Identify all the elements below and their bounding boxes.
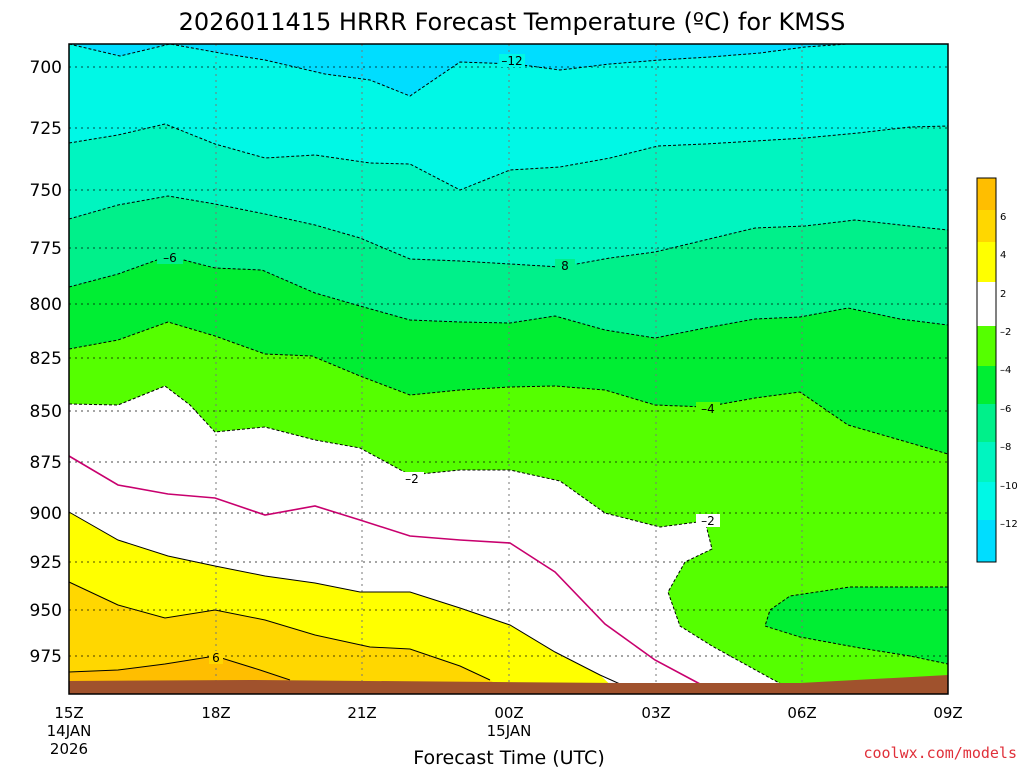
contour-label: –2 (405, 472, 419, 486)
colorbar-swatch (977, 326, 996, 366)
contour-label: 6 (212, 651, 220, 665)
positive-isotherms (68, 511, 621, 685)
isotherm-4 (68, 581, 491, 681)
plot-frame (68, 43, 949, 695)
isotherm-minus-8 (68, 195, 949, 268)
colorbar-label: –10 (1000, 481, 1018, 492)
colorbar-swatch (977, 520, 996, 562)
contour-label: –12 (501, 54, 522, 68)
isotherm-6 (68, 655, 291, 681)
colorbar-swatch (977, 442, 996, 482)
x-tick-year: 2026 (50, 740, 88, 758)
isotherm-zero (68, 455, 701, 685)
colorbar-label: 6 (1000, 212, 1006, 223)
y-tick-label: 750 (30, 181, 62, 201)
credit-link[interactable]: coolwx.com/models (863, 744, 1017, 762)
x-tick-date: 14JAN (47, 722, 92, 740)
colorbar-label: –6 (1000, 404, 1011, 415)
y-axis: 700 725 750 775 800 825 850 875 900 925 … (30, 58, 62, 667)
colorbar-frame (976, 177, 997, 563)
isotherm-minus-12 (68, 43, 849, 97)
colorbar-label: –12 (1000, 519, 1018, 530)
x-tick-label: 06Z (787, 704, 816, 722)
x-tick-label: 09Z (933, 704, 962, 722)
contour-label: –6 (163, 251, 177, 265)
colorbar-swatch (977, 366, 996, 404)
x-tick-date: 15JAN (487, 722, 532, 740)
y-tick-label: 975 (30, 647, 62, 667)
y-tick-label: 700 (30, 58, 62, 78)
isotherm-2 (68, 511, 621, 685)
colorbar-label: –2 (1000, 327, 1011, 338)
terrain (69, 675, 948, 694)
isotherm-minus-2 (68, 385, 801, 695)
y-tick-label: 800 (30, 295, 62, 315)
y-tick-label: 825 (30, 349, 62, 369)
colorbar-label: –4 (1000, 365, 1011, 376)
colorbar-swatch (977, 178, 996, 210)
isotherm-minus-6-pocket (764, 586, 949, 665)
x-tick-label: 15Z (54, 704, 83, 722)
x-axis: 15Z 14JAN 2026 18Z 21Z 00Z 15JAN 03Z 06Z… (47, 704, 963, 758)
colorbar-swatch (977, 242, 996, 282)
y-tick-label: 850 (30, 402, 62, 422)
contour-label: 8 (561, 259, 569, 273)
contour-label: –4 (701, 402, 715, 416)
colorbar-label: 4 (1000, 250, 1006, 261)
colorbar-swatch (977, 482, 996, 520)
vertical-grid (215, 44, 803, 694)
colorbar-label: 2 (1000, 289, 1006, 300)
y-tick-label: 900 (30, 504, 62, 524)
colorbar-label: –8 (1000, 442, 1011, 453)
isotherm-minus-10 (68, 123, 949, 191)
x-tick-label: 21Z (347, 704, 376, 722)
colorbar-swatch (977, 282, 996, 326)
x-tick-label: 03Z (641, 704, 670, 722)
y-tick-label: 950 (30, 601, 62, 621)
x-axis-title: Forecast Time (UTC) (413, 747, 604, 768)
colorbar-swatch (977, 404, 996, 442)
isotherm-minus-4 (68, 321, 949, 455)
colorbar-swatch (977, 210, 996, 242)
contour-labels: –12 –6 8 –4 –2 –2 6 (157, 54, 720, 665)
x-tick-label: 00Z (494, 704, 523, 722)
y-tick-label: 725 (30, 119, 62, 139)
band-minus-6-pocket (765, 587, 948, 664)
y-tick-label: 925 (30, 553, 62, 573)
y-tick-label: 775 (30, 239, 62, 259)
chart-title: 2026011415 HRRR Forecast Temperature (ºC… (179, 8, 846, 36)
x-tick-label: 18Z (201, 704, 230, 722)
isotherm-minus-6 (68, 255, 949, 339)
colorbar: 6 4 2 –2 –4 –6 –8 –10 –12 (976, 177, 1018, 563)
negative-isotherms (68, 43, 949, 695)
contour-label: –2 (701, 514, 715, 528)
y-tick-label: 875 (30, 453, 62, 473)
temperature-bands (69, 44, 948, 694)
